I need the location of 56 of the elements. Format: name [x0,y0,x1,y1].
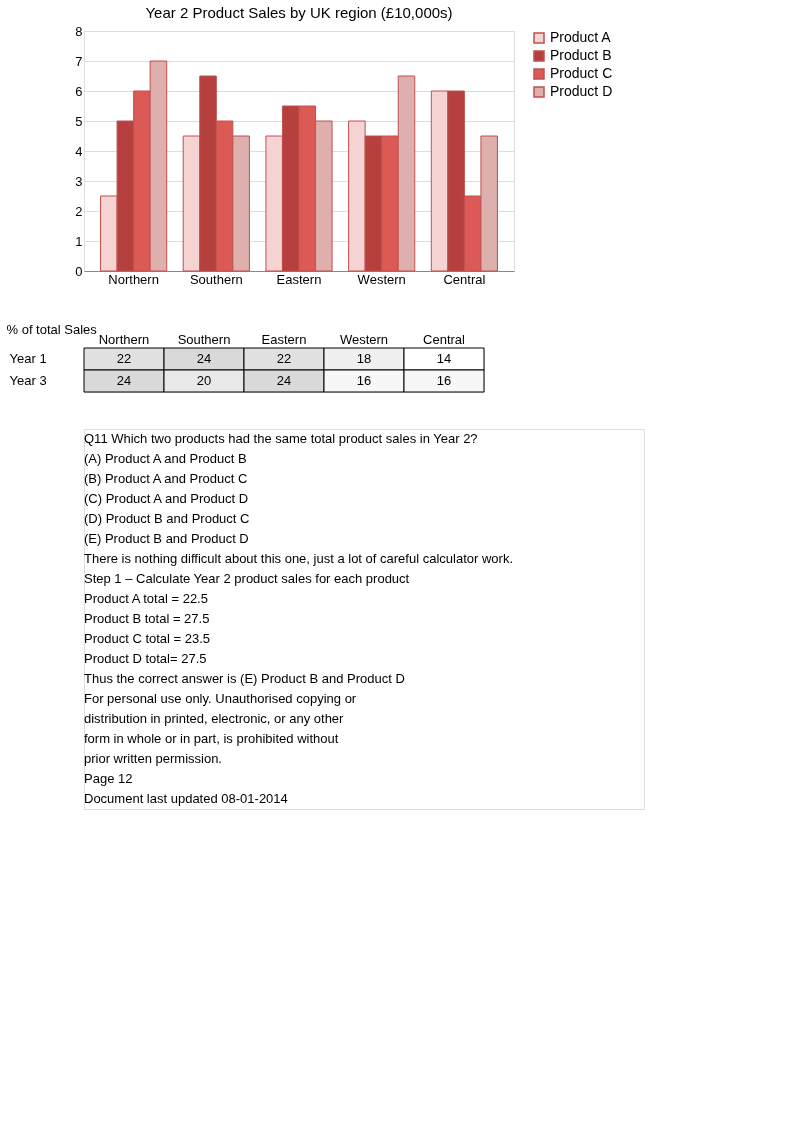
text: form in whole or in part, is prohibited without [84,731,339,746]
data-label: 18 [356,351,372,366]
text: For personal use only. Unauthorised copying or [84,691,357,706]
y-tick-label: 2 [75,203,83,219]
x-tick-label: Eastern [276,271,322,287]
y-tick-label: 7 [75,53,83,69]
text: Q11 Which two products had the same total product sales in Year 2? [84,431,478,446]
text: Product D total= 27.5 [84,651,207,666]
legend-label: Product B [550,47,612,63]
text: (B) Product A and Product C [84,471,248,486]
y-axis-title: % of total Sales [6,321,98,337]
y-tick-label: 8 [75,23,83,39]
y-tick-label: Year 1 [9,351,47,366]
y-tick-label: 3 [75,173,83,189]
data-label: 24 [276,373,292,388]
legend-label: Product C [550,65,613,81]
text: Product A total = 22.5 [84,591,208,606]
text: (C) Product A and Product D [84,491,249,506]
data-label: 14 [436,351,452,366]
text: Page 12 [84,771,133,786]
legend-label: Product D [550,83,613,99]
text: (E) Product B and Product D [84,531,249,546]
text: prior written permission. [84,751,222,766]
text: Product B total = 27.5 [84,611,210,626]
y-tick-label: 1 [75,233,83,249]
x-tick-label: Eastern [261,331,307,347]
y-tick-label: 5 [75,113,83,129]
x-tick-label: Central [423,331,466,347]
y-tick-label: 4 [75,143,83,159]
y-tick-label: 0 [75,263,83,279]
x-tick-label: Northern [98,331,150,347]
y-tick-label: 6 [75,83,83,99]
text: (D) Product B and Product C [84,511,250,526]
text: Thus the correct answer is (E) Product B and Product D [84,671,405,686]
data-label: 20 [196,373,212,388]
x-tick-label: Central [443,271,486,287]
text: Document last updated 08-01-2014 [84,791,288,806]
data-label: 24 [196,351,212,366]
x-tick-label: Southern [189,271,243,287]
x-tick-label: Northern [108,271,159,287]
chart-title: Year 2 Product Sales by UK region (£10,000s) [145,4,453,21]
x-tick-label: Western [339,331,389,347]
data-label: 16 [356,373,372,388]
data-label: 22 [116,351,132,366]
data-label: 24 [116,373,132,388]
x-tick-label: Southern [177,331,231,347]
text: Step 1 – Calculate Year 2 product sales for each product [84,571,410,586]
text: (A) Product A and Product B [84,451,247,466]
legend-label: Product A [550,29,612,45]
data-label: 22 [276,351,292,366]
y-tick-label: Year 3 [9,373,47,388]
x-tick-label: Western [357,271,406,287]
text: Product C total = 23.5 [84,631,211,646]
text: There is nothing difficult about this one, just a lot of careful calculator work. [84,551,513,566]
text: distribution in printed, electronic, or any other [84,711,345,726]
data-label: 16 [436,373,452,388]
